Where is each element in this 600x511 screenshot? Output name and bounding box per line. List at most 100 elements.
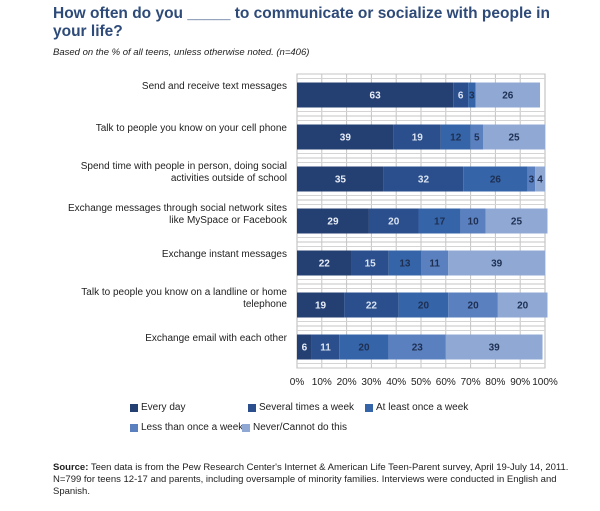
x-tick-label: 30% [361,377,381,388]
data-label: 22 [319,259,331,270]
bar-segment [368,208,419,234]
legend-label: At least once a week [376,402,469,413]
bar-segment [470,124,483,150]
category-label: Exchange messages through social network… [68,203,287,214]
x-tick-label: 100% [532,377,558,388]
bar-segment [483,124,545,150]
chart-subtitle: Based on the % of all teens, unless othe… [53,47,310,58]
legend-swatch [130,423,138,432]
data-label: 29 [327,217,339,228]
data-label: 15 [365,259,377,270]
bar-segment [445,334,543,360]
bar-segment [527,166,536,192]
data-label: 20 [358,343,370,354]
legend-swatch [365,403,373,412]
legend-label: Less than once a week [141,422,244,433]
bar-segment [388,334,446,360]
legend-swatch [130,403,138,412]
source-text: Teen data is from the Pew Research Cente… [53,462,569,497]
bar-segment [448,292,498,318]
category-label: Exchange email with each other [145,333,287,344]
data-label: 17 [434,217,446,228]
legend-label: Never/Cannot do this [253,422,347,433]
data-label: 35 [335,175,347,186]
data-label: 19 [412,133,424,144]
bar-segment [421,250,449,276]
bar-segment [339,334,389,360]
source-note: Source: Teen data is from the Pew Resear… [53,462,573,498]
data-label: 20 [418,301,430,312]
legend-item: At least once a week [365,402,468,413]
legend-item: Less than once a week [130,422,243,433]
bar-segment [383,166,464,192]
bar-segment [388,250,421,276]
bar-segment [297,292,345,318]
bar-segment [297,208,369,234]
data-label: 12 [450,133,462,144]
legend-swatch [248,403,256,412]
data-label: 19 [315,301,327,312]
data-label: 25 [508,133,520,144]
data-label: 23 [412,343,424,354]
data-label: 11 [429,259,440,270]
legend-item: Never/Cannot do this [242,422,347,433]
legend-item: Every day [130,402,185,413]
category-labels: Send and receive text messages Talk to pe… [68,81,288,344]
legend-swatch [242,423,250,432]
data-label: 20 [468,301,480,312]
bar-segment [297,82,454,108]
x-tick-label: 60% [436,377,456,388]
bar-segment [393,124,441,150]
bar-segment [468,82,476,108]
data-label: 26 [490,175,502,186]
bar-segment [460,208,486,234]
data-label: 22 [366,301,378,312]
data-label: 20 [388,217,400,228]
legend-label: Several times a week [259,402,355,413]
data-label: 3 [529,175,535,186]
category-label: Talk to people you know on a landline or… [81,287,287,298]
bar-segment [297,166,384,192]
bar-segment [297,334,312,360]
bar-segment [440,124,471,150]
bar-segment [297,124,394,150]
bar-segment [453,82,469,108]
x-tick-label: 90% [510,377,530,388]
data-label: 20 [517,301,529,312]
x-tick-label: 0% [290,377,305,388]
data-label: 39 [491,259,503,270]
x-axis-tick-labels: 0% 10% 20% 30% 40% 50% 60% 70% 80% 90% 100% [290,377,558,388]
data-label: 26 [502,91,514,102]
category-label: telephone [243,299,287,310]
x-tick-label: 70% [461,377,481,388]
x-tick-label: 50% [411,377,431,388]
x-tick-label: 80% [485,377,505,388]
bar-segment [475,82,541,108]
data-label: 6 [302,343,308,354]
legend-label: Every day [141,402,186,413]
category-label: Exchange instant messages [162,249,287,260]
data-label: 63 [370,91,382,102]
data-label: 13 [399,259,411,270]
data-label: 39 [489,343,501,354]
x-tick-label: 10% [312,377,332,388]
bar-segment [535,166,545,192]
chart-title: How often do you _____ to communicate or… [53,5,550,40]
source-label: Source: [53,462,89,473]
bar-segment [351,250,389,276]
bar-segment [497,292,548,318]
category-label: Spend time with people in person, doing … [81,161,287,172]
data-label: 11 [320,343,331,354]
bar-segment [463,166,528,192]
data-label: 39 [340,133,352,144]
x-tick-label: 40% [386,377,406,388]
category-label: Send and receive text messages [142,81,287,92]
data-label: 32 [418,175,430,186]
bar-segment [418,208,461,234]
bar-segment [448,250,545,276]
data-label: 6 [458,91,464,102]
category-label: activities outside of school [171,173,287,184]
x-tick-label: 20% [337,377,357,388]
